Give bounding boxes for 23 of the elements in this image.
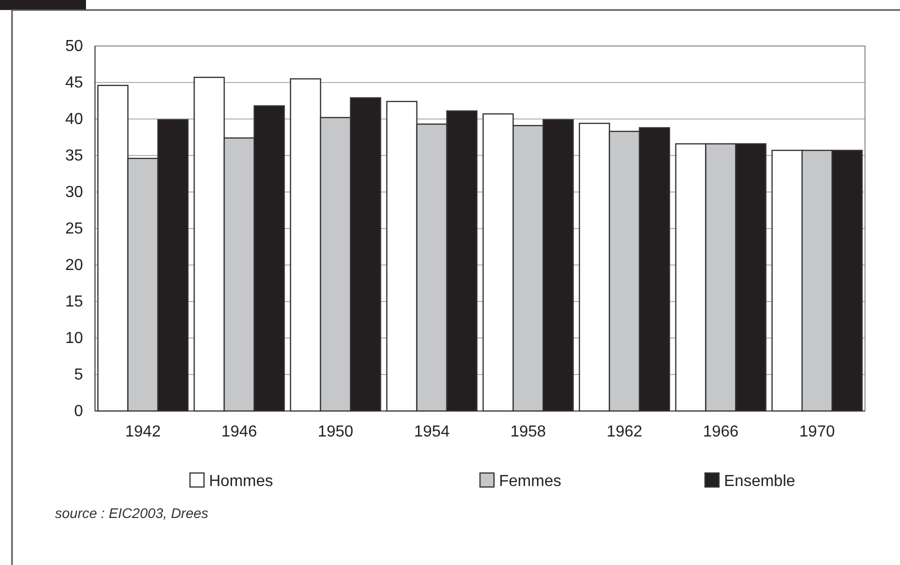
x-tick-label: 1970 [799,423,835,440]
legend-label: Femmes [499,473,562,490]
y-tick-label: 15 [65,294,84,311]
y-tick-label: 30 [65,184,84,202]
x-tick-label: 1954 [414,423,450,440]
y-tick-label: 0 [74,403,84,420]
x-tick-label: 1942 [125,423,161,440]
y-tick-label: 10 [65,330,84,348]
y-tick-label: 25 [65,220,84,238]
y-tick-label: 20 [65,257,84,274]
x-tick-label: 1958 [510,423,546,440]
x-tick-label: 1950 [318,423,354,440]
source-note: source : EIC2003, Drees [55,505,208,521]
y-tick-label: 40 [65,111,84,128]
x-tick-label: 1966 [702,423,739,440]
y-tick-label: 45 [65,74,84,92]
y-tick-label: 50 [65,38,84,56]
y-tick-label: 5 [74,366,84,384]
x-tick-label: 1962 [606,423,642,440]
legend-label: Ensemble [724,473,796,490]
x-tick-label: 1946 [221,423,258,440]
legend-label: Hommes [209,473,274,490]
y-tick-label: 35 [65,148,84,165]
